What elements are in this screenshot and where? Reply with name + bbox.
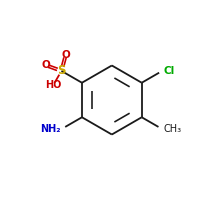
Text: CH₃: CH₃ (163, 124, 181, 134)
Text: O: O (42, 60, 51, 70)
Text: HO: HO (45, 80, 62, 90)
Text: S: S (57, 64, 66, 77)
Text: Cl: Cl (163, 66, 174, 76)
Text: NH₂: NH₂ (40, 124, 61, 134)
Text: O: O (61, 50, 70, 60)
